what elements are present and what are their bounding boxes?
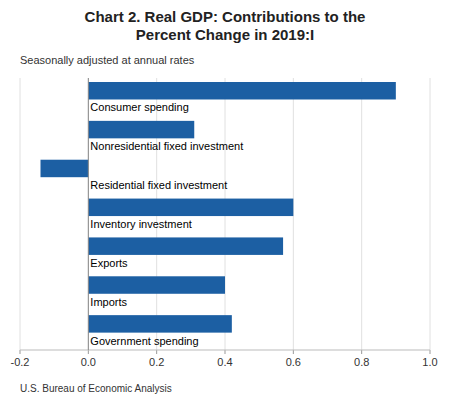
tick-label: 0.2 bbox=[149, 356, 164, 368]
tick-label: 0.4 bbox=[217, 356, 232, 368]
category-label: Nonresidential fixed investment bbox=[90, 140, 243, 152]
category-label: Imports bbox=[90, 296, 127, 308]
bar bbox=[88, 237, 283, 254]
tick-label: 1.0 bbox=[422, 356, 437, 368]
x-axis-line bbox=[20, 350, 430, 351]
category-label: Exports bbox=[90, 257, 128, 269]
tick-label: 0.0 bbox=[81, 356, 96, 368]
bar bbox=[41, 160, 89, 177]
bar bbox=[88, 315, 232, 332]
bar bbox=[88, 276, 225, 293]
tick-mark bbox=[156, 350, 157, 354]
title: Chart 2. Real GDP: Contributions to theP… bbox=[85, 8, 366, 43]
tick-mark bbox=[361, 350, 362, 354]
tick-label: 0.8 bbox=[354, 356, 369, 368]
bars bbox=[41, 82, 396, 333]
grid-line bbox=[430, 78, 431, 350]
chart: Chart 2. Real GDP: Contributions to theP… bbox=[0, 0, 450, 400]
tick-label: 0.6 bbox=[286, 356, 301, 368]
category-label: Consumer spending bbox=[90, 101, 188, 113]
tick-label: -0.2 bbox=[11, 356, 30, 368]
category-label: Inventory investment bbox=[90, 218, 192, 230]
grid-line bbox=[361, 78, 362, 350]
bar bbox=[88, 121, 194, 138]
grid-line bbox=[88, 78, 89, 350]
subtitle: Seasonally adjusted at annual rates bbox=[20, 54, 195, 66]
tick-mark bbox=[225, 350, 226, 354]
tick-mark bbox=[88, 350, 89, 354]
tick-mark bbox=[20, 350, 21, 354]
zero-line bbox=[88, 78, 89, 350]
footer: U.S. Bureau of Economic Analysis bbox=[20, 383, 172, 394]
tick-mark bbox=[430, 350, 431, 354]
category-label: Residential fixed investment bbox=[90, 179, 227, 191]
title-line: Chart 2. Real GDP: Contributions to the bbox=[85, 8, 366, 25]
bar bbox=[88, 199, 293, 216]
grid-line bbox=[20, 78, 21, 350]
grid bbox=[20, 78, 430, 350]
title-line: Percent Change in 2019:I bbox=[136, 26, 314, 43]
bar bbox=[88, 82, 396, 99]
tick-mark bbox=[293, 350, 294, 354]
category-label: Government spending bbox=[90, 335, 198, 347]
